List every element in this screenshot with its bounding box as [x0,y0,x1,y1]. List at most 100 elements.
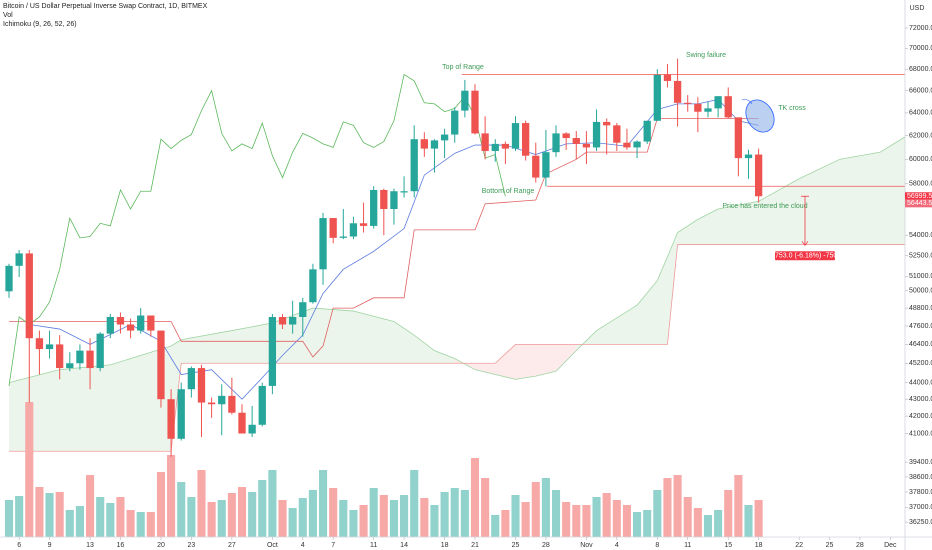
candle-body [440,134,449,141]
candle-body [704,108,712,112]
volume-bar [187,497,196,537]
volume-bar [582,505,591,537]
axis-layer: 72000.0 70000.0 68000.0 66000.0 64000.0 62000… [17,25,932,549]
candle-body [461,90,469,111]
x-tick-label: 25 [512,542,520,549]
volume-bar [4,500,14,537]
currency-label: USD [910,5,925,12]
candle-body [734,117,743,159]
volume-bar [177,482,186,537]
x-tick-label: 13 [86,542,94,549]
volume-bar [75,506,84,537]
y-tick-label: 54000.0 [909,232,932,239]
volume-bar [450,488,459,537]
x-tick-label: 9 [48,542,52,549]
volume-bar [106,503,115,537]
candle-body [724,96,732,118]
volume-bar [562,502,571,537]
y-tick-label: 72000.0 [909,25,932,32]
volume-bar [400,495,409,537]
x-tick-label: 16 [117,542,125,549]
volume-bar [531,482,540,537]
volume-bar [572,505,581,537]
candle-body [106,316,114,334]
cloud-layer [8,136,906,452]
x-tick-label: 11 [684,542,691,549]
indicator-line [29,99,759,400]
volume-bar [126,510,135,537]
candle-body [137,315,145,331]
candle-body [116,316,125,325]
volume-bar [754,500,763,537]
y-tick-label: 70000.0 [909,45,932,52]
cloud-fill [657,256,668,345]
legend-volume: Vol [3,12,13,19]
candle-body [572,138,580,144]
x-tick-label: 6 [17,542,21,549]
volume-bar [136,512,145,537]
x-tick-label: 21 [471,542,479,549]
candle-body [248,424,256,434]
candle-body [430,140,439,149]
cloud-fill [697,209,719,245]
candle-body [309,269,317,303]
cloud-fill [839,152,881,245]
volume-bar [734,475,743,537]
y-tick-label: 52500.0 [909,252,932,259]
volume-bar [481,478,490,537]
volume-bar [653,490,662,537]
candle-body [278,316,287,325]
volume-bar [602,493,611,537]
y-tick-label: 38600.0 [909,474,932,481]
cloud-fill [677,219,698,245]
volume-bar [227,493,236,537]
candle-body [562,133,570,139]
volume-bar [744,505,753,537]
volume-bar [683,497,692,537]
x-tick-label: 7 [331,542,335,549]
candle-body [481,133,489,151]
candle-body [370,189,378,226]
y-tick-label: 39400.0 [909,459,932,466]
candle-body [187,368,195,390]
candle-body [359,223,368,226]
y-tick-label: 45200.0 [909,360,932,367]
candle-body [238,412,246,434]
candle-body [258,385,266,425]
volume-bar [237,487,247,537]
x-tick-label: 25 [826,542,834,549]
candle-body [86,350,94,369]
price-tag-label: 56443.5 [907,200,932,207]
candle-body [552,133,560,153]
candle-body [177,389,185,439]
cloud-fill [59,364,111,452]
volume-bar [197,470,206,537]
candle-body [451,110,459,135]
candle-body [744,154,753,159]
measure-label: -3753.0 (-6.18%) -7506 [769,253,841,260]
candle-body [663,74,672,81]
cloud-fill [495,344,516,380]
candle-body [603,121,611,126]
cloud-fill [596,305,638,345]
cloud-fill [110,345,172,452]
measure-box [775,251,835,261]
x-tick-label: 28 [542,542,550,549]
cloud-fill [535,344,557,377]
y-tick-label: 37000.0 [909,504,932,511]
candle-body [45,344,54,350]
volume-bar [430,505,439,537]
candle-body [126,324,135,331]
volume-bar [248,492,257,537]
x-tick-label: 18 [755,542,763,549]
cloud-fill [758,178,800,245]
level-layer [461,74,905,187]
volume-bar [308,490,317,537]
candle-body [613,125,621,143]
x-tick-label: 22 [795,542,803,549]
candle-body [15,253,23,266]
measure-arrow [801,241,809,246]
cloud-fill [718,201,759,245]
x-tick-label: 15 [724,542,732,549]
